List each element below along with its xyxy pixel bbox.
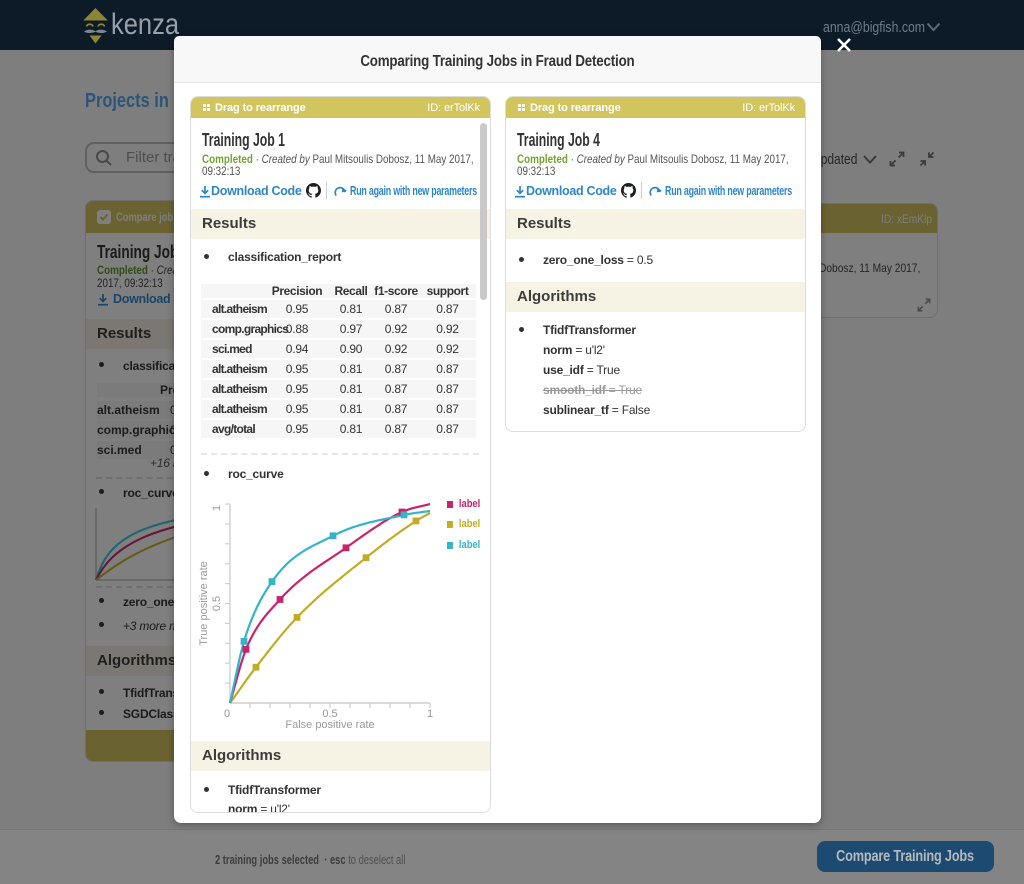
svg-text:1: 1 [427, 708, 433, 720]
svg-text:1: 1 [211, 505, 223, 511]
svg-text:False positive rate: False positive rate [285, 719, 374, 731]
svg-text:True positive rate: True positive rate [198, 561, 210, 646]
svg-text:0: 0 [224, 708, 230, 720]
svg-text:0.5: 0.5 [211, 596, 223, 611]
svg-text:0.5: 0.5 [322, 708, 337, 720]
